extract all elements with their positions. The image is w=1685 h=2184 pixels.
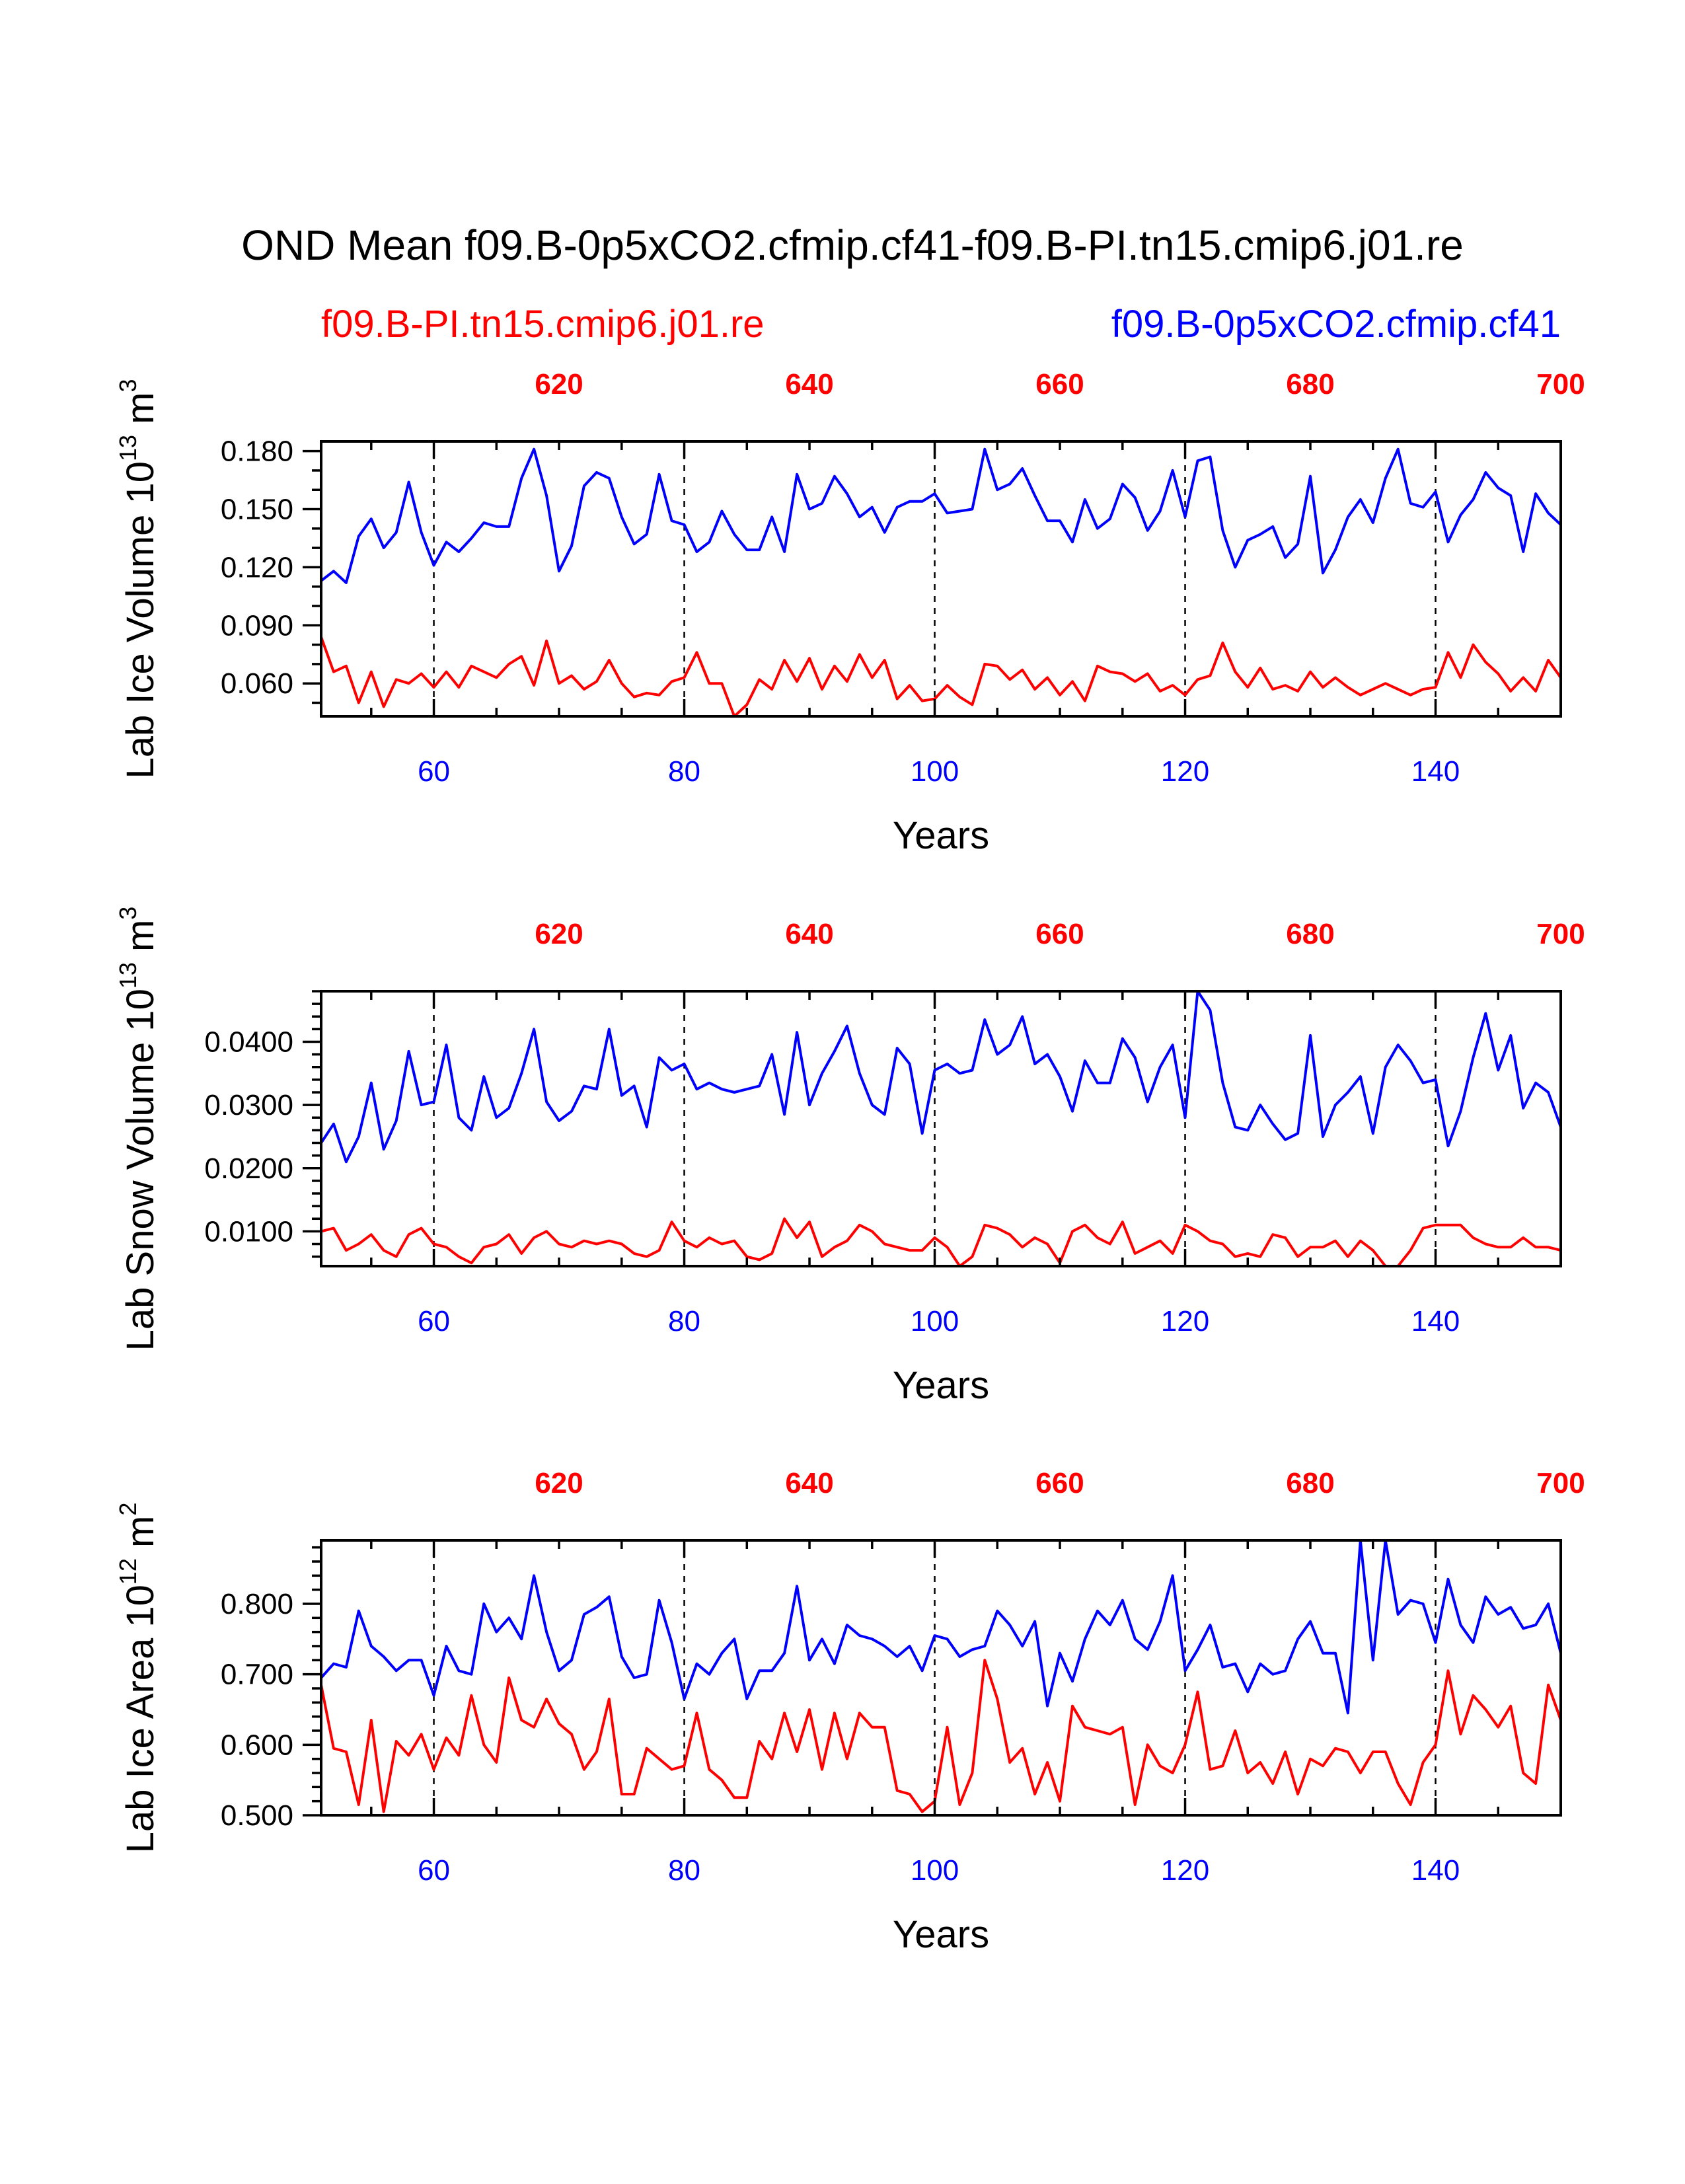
panel-2: 60 80 100 120 140 620 640 660 680 700 0.0100 0.0200… xyxy=(114,907,1585,1407)
top-x-tick-label: 620 xyxy=(535,368,583,400)
top-x-tick-label: 680 xyxy=(1286,1467,1334,1499)
series-ref-line xyxy=(321,1659,1561,1813)
x-tick-label: 60 xyxy=(418,755,450,788)
y-tick-label: 0.0200 xyxy=(204,1152,293,1185)
y-tick-label: 0.700 xyxy=(221,1659,293,1691)
series-ref-line xyxy=(321,636,1561,716)
y-axis-title-part: m xyxy=(119,1516,162,1558)
x-tick-label: 100 xyxy=(911,1854,959,1887)
y-axis-title-superscript: 13 xyxy=(114,962,141,989)
plot-frame xyxy=(320,990,1562,1267)
y-axis-title: Lab Ice Volume 1013 m3 xyxy=(114,379,162,779)
x-tick-label: 100 xyxy=(911,1305,959,1337)
x-tick-label: 140 xyxy=(1411,1305,1460,1337)
top-x-tick-label: 680 xyxy=(1286,918,1334,950)
x-tick-label: 120 xyxy=(1161,1854,1209,1887)
x-tick-label: 100 xyxy=(911,755,959,788)
panels: 60 80 100 120 140 620 640 660 680 700 0.060 0.090 0.… xyxy=(114,368,1585,1956)
x-tick-label: 60 xyxy=(418,1854,450,1887)
y-axis-title-part: m xyxy=(119,393,162,435)
x-tick-label: 140 xyxy=(1411,755,1460,788)
top-x-tick-label: 640 xyxy=(785,1467,833,1499)
legend-ref-label: f09.B-PI.tn15.cmip6.j01.re xyxy=(321,303,765,346)
y-axis-title-superscript: 13 xyxy=(114,435,141,461)
top-x-tick-label: 700 xyxy=(1536,918,1585,950)
x-tick-label: 80 xyxy=(668,1305,700,1337)
top-x-tick-label: 680 xyxy=(1286,368,1334,400)
top-x-tick-label: 640 xyxy=(785,368,833,400)
y-axis-title-part: m xyxy=(119,920,162,962)
top-x-tick-label: 620 xyxy=(535,1467,583,1499)
y-axis-title-superscript: 3 xyxy=(114,907,141,920)
x-tick-label: 120 xyxy=(1161,1305,1209,1337)
y-axis-title-part: Lab Snow Volume 10 xyxy=(119,989,162,1351)
series-exp-line xyxy=(321,447,1561,584)
y-axis-title: Lab Snow Volume 1013 m3 xyxy=(114,907,162,1351)
x-tick-label: 80 xyxy=(668,1854,700,1887)
x-tick-label: 120 xyxy=(1161,755,1209,788)
y-tick-label: 0.060 xyxy=(221,667,293,700)
y-axis-title-superscript: 2 xyxy=(114,1503,141,1516)
x-tick-label: 80 xyxy=(668,755,700,788)
y-tick-label: 0.0400 xyxy=(204,1026,293,1059)
panel-3: 60 80 100 120 140 620 640 660 680 700 0.500 0.600 0.… xyxy=(114,1467,1585,1956)
top-x-tick-label: 620 xyxy=(535,918,583,950)
x-axis-title: Years xyxy=(893,1913,989,1956)
top-x-tick-label: 660 xyxy=(1035,918,1084,950)
y-tick-label: 0.0100 xyxy=(204,1215,293,1248)
top-x-tick-label: 640 xyxy=(785,918,833,950)
series-ref-line xyxy=(321,1217,1561,1266)
series-exp-line xyxy=(321,1540,1561,1715)
y-axis-title-part: Lab Ice Volume 10 xyxy=(119,461,162,778)
y-axis-title: Lab Ice Area 1012 m2 xyxy=(114,1503,162,1854)
y-tick-label: 0.0300 xyxy=(204,1089,293,1121)
y-tick-label: 0.600 xyxy=(221,1729,293,1761)
series-exp-line xyxy=(321,991,1561,1164)
y-tick-label: 0.180 xyxy=(221,435,293,468)
panel-1: 60 80 100 120 140 620 640 660 680 700 0.060 0.090 0.… xyxy=(114,368,1585,857)
y-tick-label: 0.150 xyxy=(221,494,293,526)
top-x-tick-label: 700 xyxy=(1536,1467,1585,1499)
y-tick-label: 0.120 xyxy=(221,551,293,584)
top-x-tick-label: 660 xyxy=(1035,1467,1084,1499)
y-axis-title-part: Lab Ice Area 10 xyxy=(119,1585,162,1853)
plot-frame xyxy=(320,1539,1562,1817)
top-x-tick-label: 700 xyxy=(1536,368,1585,400)
y-axis-title-superscript: 12 xyxy=(114,1558,141,1585)
legend-exp-label: f09.B-0p5xCO2.cfmip.cf41 xyxy=(1111,303,1561,346)
x-tick-label: 60 xyxy=(418,1305,450,1337)
y-tick-label: 0.500 xyxy=(221,1799,293,1832)
plot-frame xyxy=(320,440,1562,718)
y-axis-title-superscript: 3 xyxy=(114,379,141,393)
top-x-tick-label: 660 xyxy=(1035,368,1084,400)
x-axis-title: Years xyxy=(893,1364,989,1407)
x-axis-title: Years xyxy=(893,814,989,857)
x-tick-label: 140 xyxy=(1411,1854,1460,1887)
y-tick-label: 0.800 xyxy=(221,1588,293,1620)
y-tick-label: 0.090 xyxy=(221,609,293,642)
figure-title: OND Mean f09.B-0p5xCO2.cfmip.cf41-f09.B-… xyxy=(241,221,1464,269)
